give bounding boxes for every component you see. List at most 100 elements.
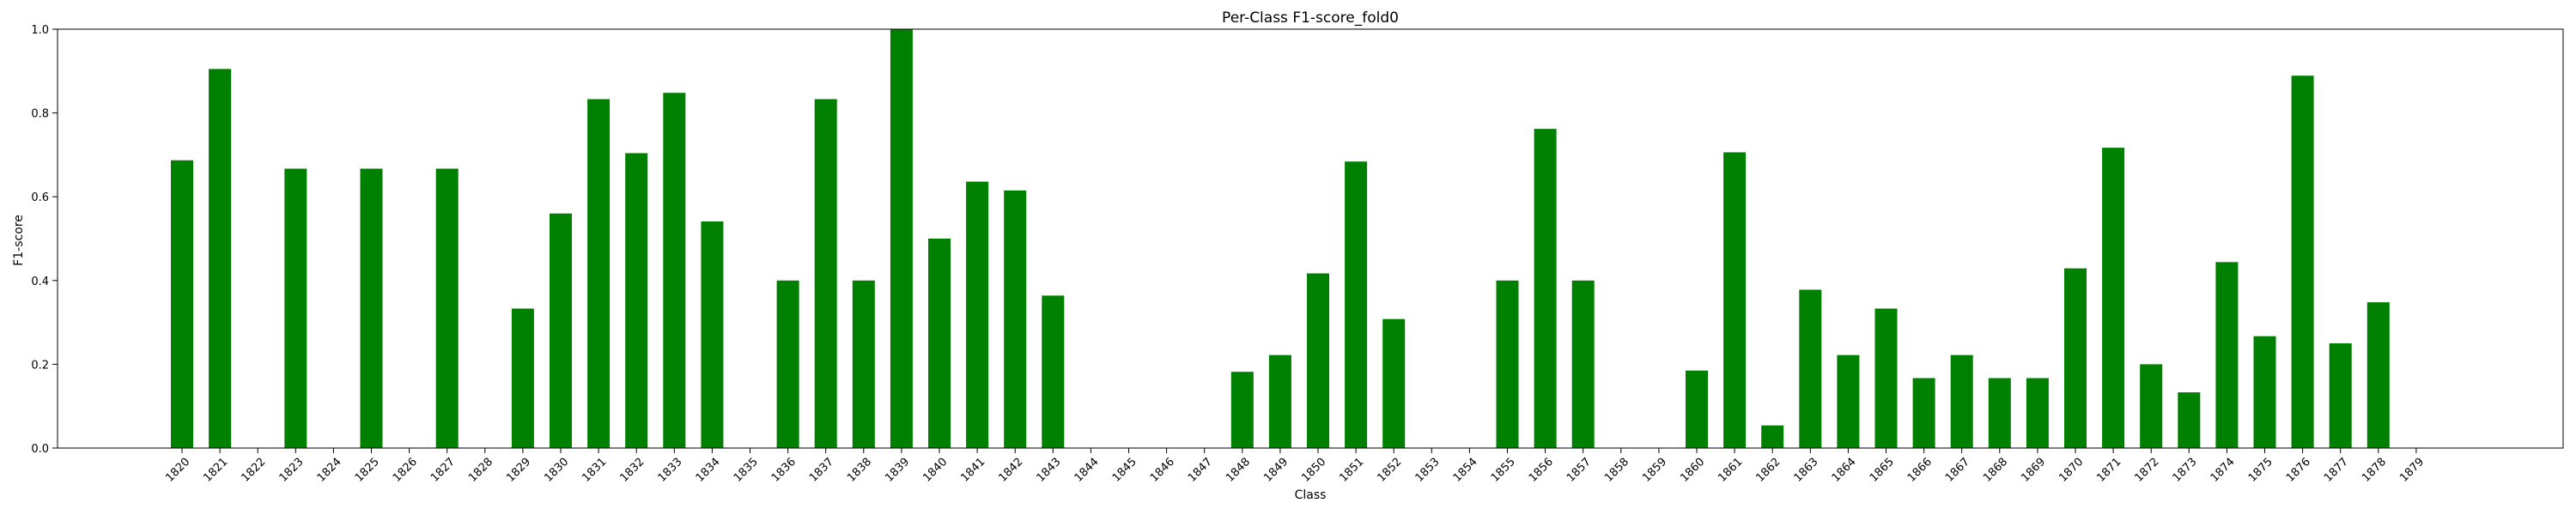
bar: [814, 99, 837, 448]
x-tick-label: 1853: [1413, 456, 1443, 485]
x-tick-label: 1857: [1564, 456, 1594, 485]
x-tick-label: 1850: [1299, 456, 1328, 485]
bar: [550, 213, 572, 448]
bar: [360, 168, 383, 448]
x-tick-label: 1872: [2132, 456, 2161, 485]
x-tick-label: 1845: [1110, 456, 1139, 485]
x-tick-label: 1862: [1753, 456, 1783, 485]
bar: [284, 168, 307, 448]
bar: [1912, 378, 1935, 448]
x-tick-label: 1837: [807, 456, 836, 485]
bar: [2140, 364, 2163, 448]
bar: [890, 29, 913, 448]
x-tick-label: 1820: [163, 456, 192, 485]
bar: [1988, 378, 2011, 448]
x-tick-label: 1822: [239, 456, 268, 485]
x-tick-label: 1877: [2322, 456, 2351, 485]
x-tick-label: 1843: [1035, 456, 1064, 485]
bar: [1345, 161, 1368, 448]
x-tick-label: 1873: [2171, 456, 2200, 485]
bar: [209, 69, 232, 449]
bar: [1042, 295, 1065, 448]
x-tick-label: 1855: [1489, 456, 1518, 485]
x-tick-label: 1874: [2208, 456, 2238, 485]
bar: [776, 280, 799, 448]
x-tick-label: 1848: [1224, 456, 1253, 485]
bars-group: [171, 29, 2390, 449]
x-tick-label: 1844: [1072, 456, 1102, 485]
x-tick-label: 1847: [1186, 456, 1215, 485]
x-tick-label: 1824: [315, 456, 344, 485]
x-tick-label: 1870: [2057, 456, 2086, 485]
x-tick-label: 1868: [1981, 456, 2010, 485]
bar: [1268, 354, 1291, 448]
bar: [1230, 372, 1254, 448]
x-tick-label: 1866: [1905, 456, 1935, 485]
bar: [1874, 308, 1898, 448]
x-tick-label: 1827: [428, 456, 458, 485]
x-tick-label: 1869: [2019, 456, 2048, 485]
x-tick-label: 1823: [277, 456, 307, 485]
bar: [1799, 289, 1822, 448]
bar: [663, 93, 686, 449]
bar: [852, 280, 875, 448]
x-ticks-group: 1820 1821 1822 1823 1824 1825 1826 1827 1828 1829…: [163, 448, 2427, 485]
x-tick-label: 1875: [2246, 456, 2275, 485]
bar: [171, 160, 193, 449]
x-tick-label: 1842: [996, 456, 1025, 485]
x-tick-label: 1854: [1451, 456, 1480, 485]
x-tick-label: 1834: [694, 456, 723, 485]
x-tick-label: 1836: [769, 456, 799, 485]
bar: [966, 181, 989, 448]
bar: [2329, 343, 2352, 448]
x-tick-label: 1838: [845, 456, 874, 485]
bar: [1950, 354, 1973, 448]
y-tick-label: 0.0: [31, 443, 49, 456]
plot-area-frame: [57, 28, 2564, 449]
y-axis-label: F1-score: [12, 215, 26, 266]
bar: [701, 221, 724, 448]
x-tick-label: 1840: [920, 456, 950, 485]
bar: [2064, 268, 2087, 448]
x-tick-label: 1851: [1337, 456, 1366, 485]
bar: [1382, 318, 1406, 448]
bar: [2102, 148, 2125, 448]
x-tick-label: 1833: [656, 456, 685, 485]
bar: [2253, 336, 2276, 448]
bar: [1534, 129, 1557, 448]
bar: [587, 99, 611, 448]
x-tick-label: 1859: [1640, 456, 1669, 485]
x-tick-label: 1861: [1716, 456, 1745, 485]
chart-title: Per-Class F1-score_fold0: [1222, 9, 1399, 27]
y-tick-label: 0.8: [31, 108, 49, 121]
x-tick-label: 1828: [466, 456, 495, 485]
x-tick-label: 1863: [1792, 456, 1821, 485]
x-tick-label: 1849: [1261, 456, 1291, 485]
y-tick-label: 0.4: [31, 276, 49, 288]
bar: [1837, 354, 1860, 448]
x-tick-label: 1878: [2360, 456, 2389, 485]
y-ticks-group: 0.0 0.2 0.4 0.6 0.8 1.0: [31, 24, 58, 456]
x-tick-label: 1864: [1830, 456, 1859, 485]
x-tick-label: 1835: [732, 456, 761, 485]
bar: [2026, 378, 2049, 448]
x-tick-label: 1858: [1602, 456, 1631, 485]
bar: [1723, 152, 1747, 448]
bar: [2178, 392, 2201, 448]
x-axis-label: Class: [1295, 488, 1327, 502]
y-tick-label: 0.2: [31, 359, 49, 372]
x-tick-label: 1821: [201, 456, 230, 485]
bar: [511, 308, 534, 448]
x-tick-label: 1841: [958, 456, 987, 485]
x-tick-label: 1876: [2284, 456, 2313, 485]
x-tick-label: 1860: [1678, 456, 1707, 485]
bar: [928, 239, 951, 448]
x-tick-label: 1856: [1527, 456, 1556, 485]
x-tick-label: 1826: [391, 456, 420, 485]
bar: [1571, 280, 1595, 448]
bar: [1761, 425, 1784, 448]
x-tick-label: 1846: [1148, 456, 1177, 485]
x-tick-label: 1830: [542, 456, 571, 485]
